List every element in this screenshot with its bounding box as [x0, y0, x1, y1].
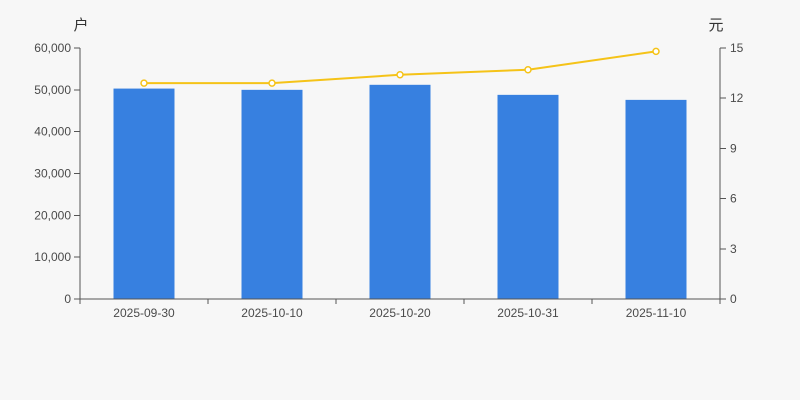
left-axis-unit-label: 户 [73, 17, 88, 34]
price-line-point [652, 47, 660, 56]
holder-count-bar [625, 99, 687, 299]
left-axis-tick-label: 30,000 [34, 167, 71, 181]
x-axis-category-label: 2025-10-31 [497, 306, 559, 320]
holder-count-bar [497, 94, 559, 299]
price-line-point [268, 79, 276, 87]
price-line-point [140, 79, 148, 87]
left-axis-tick-label: 0 [64, 292, 71, 306]
line-layer [140, 47, 660, 87]
bars-layer [113, 84, 687, 300]
price-line-point [396, 71, 404, 79]
x-axis-category-label: 2025-10-20 [369, 306, 431, 320]
holder-count-bar [113, 88, 175, 299]
right-axis-tick-label: 15 [730, 41, 744, 55]
right-axis-tick-label: 3 [730, 242, 737, 256]
holder-count-bar [369, 84, 431, 300]
left-axis-tick-label: 40,000 [34, 125, 71, 139]
left-axis-tick-label: 50,000 [34, 83, 71, 97]
left-axis-tick-label: 60,000 [34, 41, 71, 55]
right-axis-tick-label: 6 [730, 192, 737, 206]
left-axis-tick-label: 20,000 [34, 208, 71, 222]
left-axis-tick-label: 10,000 [34, 250, 71, 264]
x-axis-category-label: 2025-09-30 [113, 306, 175, 320]
price-line-point [524, 66, 532, 74]
right-axis-tick-label: 12 [730, 91, 744, 105]
right-axis-tick-label: 9 [730, 141, 737, 155]
x-axis-category-label: 2025-11-10 [626, 306, 687, 320]
right-axis-tick-label: 0 [730, 292, 737, 306]
right-axis-unit-label: 元 [708, 17, 723, 34]
holder-count-bar [241, 89, 303, 299]
x-axis-category-label: 2025-10-10 [241, 306, 303, 320]
axes-layer: 0 10,000 20,000 30,000 40,000 50,000 60,000 0 3 6… [34, 41, 743, 320]
